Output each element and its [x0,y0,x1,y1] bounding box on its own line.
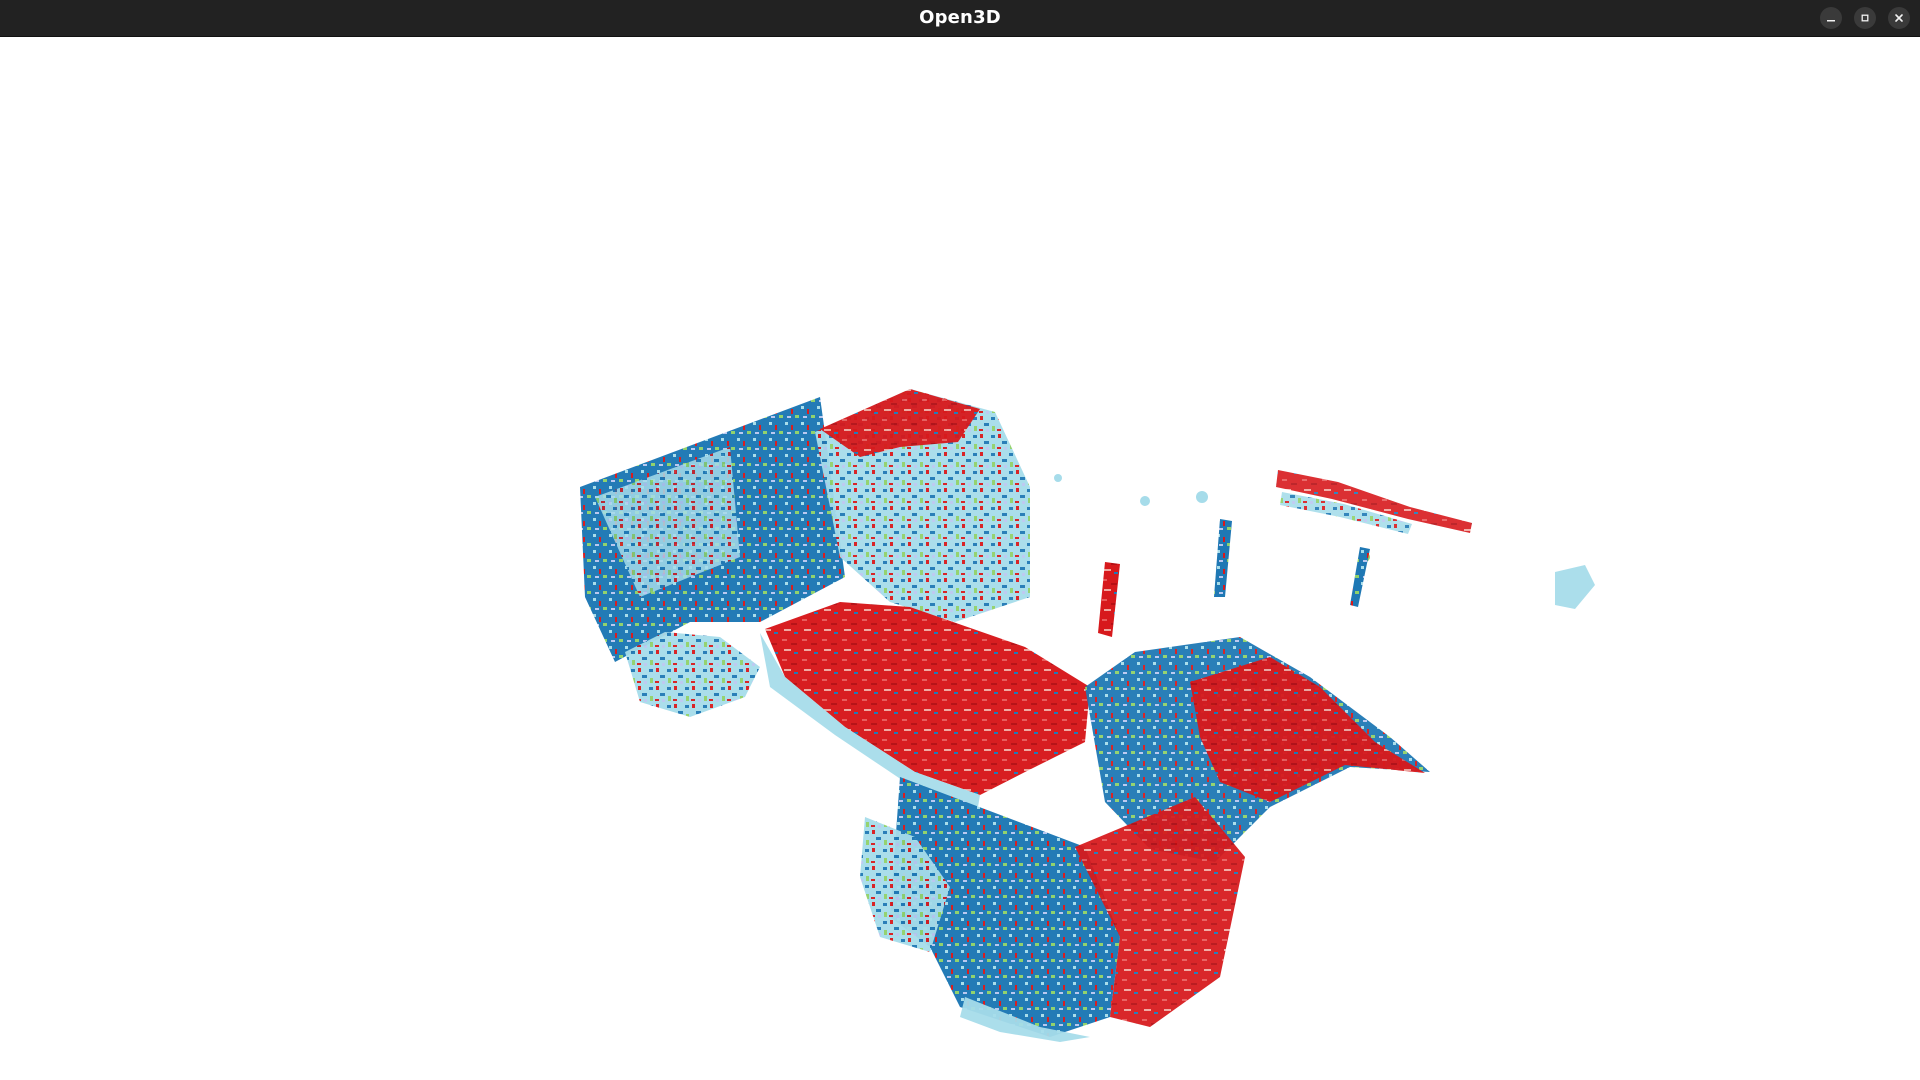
point-cloud-left-outcrop [625,632,760,717]
point-cloud-table-edge [760,633,980,807]
close-icon [1895,14,1903,22]
point-cloud-pole-3 [1098,562,1120,637]
restore-icon [1861,14,1869,22]
point-cloud-floating-strip [1276,470,1472,533]
point-cloud-front-cabinet [890,777,1120,1037]
point-cloud-back-red [820,389,980,457]
point-cloud-lower-left-fragment [860,817,950,952]
point-cloud-front-cabinet-right [1075,797,1245,1027]
title-bar[interactable]: Open3D [0,0,1920,37]
point-cloud-floating-strip-2 [1280,492,1412,534]
restore-button[interactable] [1854,7,1876,29]
point-cloud-table-top [765,602,1090,795]
point-cloud-right-blob [1555,565,1595,609]
point-cloud-right-red [1190,657,1425,802]
point-cloud-pole-1 [1214,519,1232,597]
minimize-button[interactable] [1820,7,1842,29]
point-cloud-small-dot-3 [1196,491,1208,503]
point-cloud-small-dot-2 [1140,496,1150,506]
window-title: Open3D [919,7,1001,28]
point-cloud-render[interactable] [0,37,1920,1080]
close-button[interactable] [1888,7,1910,29]
point-cloud-small-dot-1 [1054,474,1062,482]
window-controls [1820,7,1910,29]
3d-viewport[interactable] [0,37,1920,1080]
point-cloud-front-cabinet-light [960,997,1090,1042]
minimize-icon [1827,20,1835,22]
point-cloud-left-wall-highlight [595,447,740,597]
point-cloud-pole-2 [1350,547,1370,607]
